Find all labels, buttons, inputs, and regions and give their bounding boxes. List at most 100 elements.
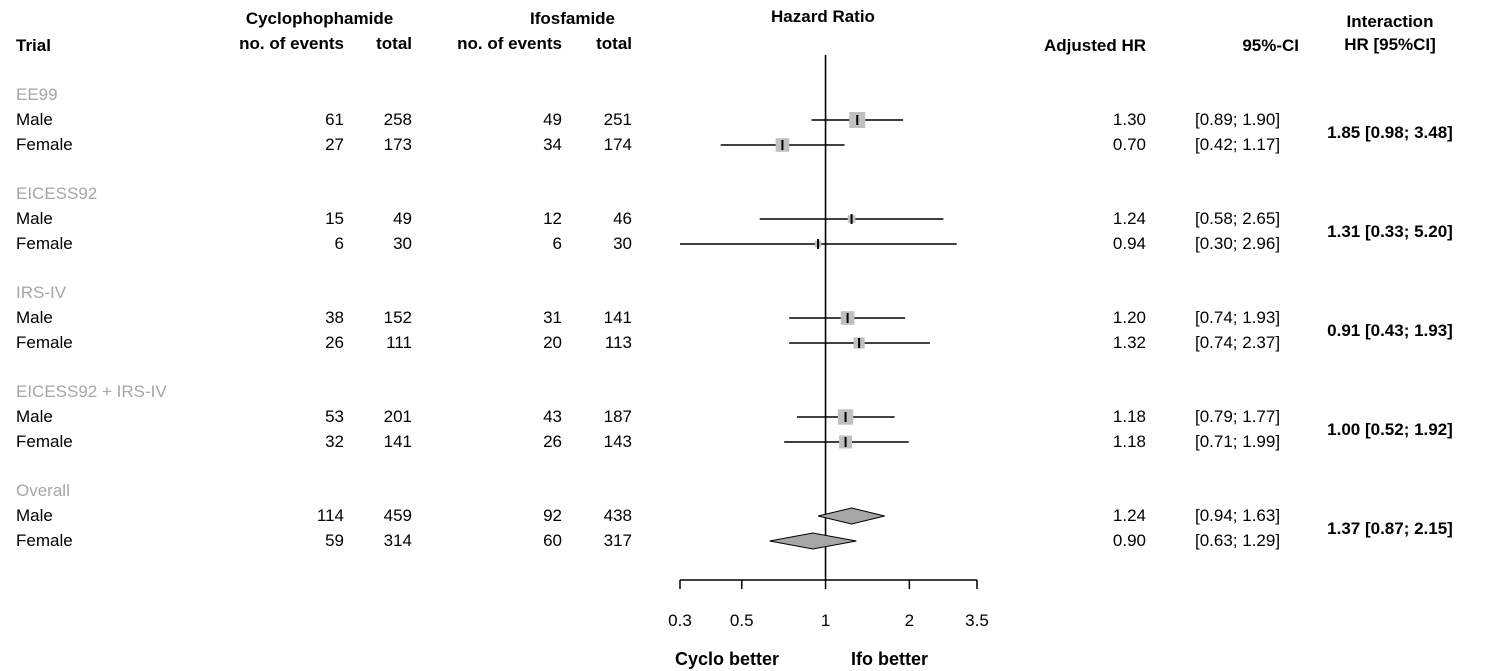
ifo-total-value: 46 [613, 209, 632, 228]
ci-value: [0.42; 1.17] [1195, 135, 1281, 154]
interaction-value: 1.00 [0.52; 1.92] [1327, 419, 1453, 439]
header-ifo-total: total [596, 34, 632, 53]
cyclo-total-value: 49 [393, 209, 412, 228]
ifo-total-value: 143 [603, 432, 632, 451]
row-label: Female [16, 333, 73, 352]
cyclo-events-value: 27 [325, 135, 344, 154]
header-ifosfamide: Ifosfamide [529, 9, 616, 28]
ifo-events-value: 43 [543, 407, 562, 426]
cyclo-events-value: 15 [325, 209, 344, 228]
row-label: Female [16, 234, 73, 253]
x-tick-label: 2 [905, 611, 914, 630]
x-tick-label: 0.5 [730, 611, 754, 630]
ifo-events-value: 92 [543, 506, 562, 525]
row-label: Male [16, 407, 53, 426]
header-trial: Trial [16, 36, 51, 55]
summary-diamond [817, 507, 885, 525]
cyclo-events-value: 53 [325, 407, 344, 426]
cyclo-events-value: 61 [325, 110, 344, 129]
group-label: IRS-IV [16, 283, 67, 302]
header-cyclophosphamide: Cyclophophamide [245, 9, 394, 28]
cyclo-total-value: 201 [383, 407, 412, 426]
footer-ifo-better: Ifo better [851, 649, 929, 669]
row-label: Female [16, 531, 73, 550]
cyclo-total-value: 258 [383, 110, 412, 129]
header-hazard-ratio: Hazard Ratio [771, 7, 875, 26]
ci-value: [0.63; 1.29] [1195, 531, 1281, 550]
group-label: EICESS92 [16, 184, 98, 203]
ifo-total-value: 141 [603, 308, 632, 327]
cyclo-events-value: 38 [325, 308, 344, 327]
row-label: Male [16, 209, 53, 228]
header-cyclo-events: no. of events [239, 34, 344, 53]
adjusted-hr-value: 1.32 [1112, 333, 1146, 352]
ifo-total-value: 251 [603, 110, 632, 129]
ifo-total-value: 30 [613, 234, 632, 253]
cyclo-events-value: 6 [334, 234, 344, 253]
ci-value: [0.74; 1.93] [1195, 308, 1281, 327]
x-tick-label: 0.3 [668, 611, 692, 630]
ifo-events-value: 49 [543, 110, 562, 129]
ci-value: [0.89; 1.90] [1195, 110, 1281, 129]
cyclo-total-value: 30 [393, 234, 412, 253]
row-label: Male [16, 506, 53, 525]
ifo-events-value: 31 [543, 308, 562, 327]
x-tick-label: 3.5 [965, 611, 989, 630]
adjusted-hr-value: 1.30 [1112, 110, 1146, 129]
ifo-events-value: 12 [543, 209, 562, 228]
interaction-value: 1.37 [0.87; 2.15] [1327, 518, 1453, 538]
ifo-events-value: 26 [543, 432, 562, 451]
ifo-total-value: 317 [603, 531, 632, 550]
ifo-total-value: 438 [603, 506, 632, 525]
header-interaction-line1: Interaction [1346, 12, 1434, 31]
header-cyclo-total: total [376, 34, 412, 53]
ci-value: [0.79; 1.77] [1195, 407, 1281, 426]
ifo-total-value: 113 [604, 333, 632, 352]
adjusted-hr-value: 0.70 [1112, 135, 1146, 154]
ci-value: [0.30; 2.96] [1195, 234, 1281, 253]
ci-value: [0.74; 2.37] [1195, 333, 1281, 352]
ifo-events-value: 20 [543, 333, 562, 352]
adjusted-hr-value: 0.94 [1112, 234, 1146, 253]
ifo-events-value: 60 [543, 531, 562, 550]
adjusted-hr-value: 1.24 [1112, 506, 1146, 525]
cyclo-events-value: 26 [325, 333, 344, 352]
cyclo-events-value: 32 [325, 432, 344, 451]
header-interaction-line2: HR [95%CI] [1344, 35, 1436, 54]
adjusted-hr-value: 1.24 [1112, 209, 1146, 228]
row-label: Male [16, 308, 53, 327]
row-label: Male [16, 110, 53, 129]
cyclo-events-value: 59 [325, 531, 344, 550]
group-label: EICESS92 + IRS-IV [16, 382, 167, 401]
ifo-events-value: 34 [543, 135, 562, 154]
cyclo-total-value: 173 [383, 135, 412, 154]
interaction-value: 1.85 [0.98; 3.48] [1327, 122, 1453, 142]
cyclo-total-value: 152 [383, 308, 412, 327]
header-ci: 95%-CI [1242, 36, 1299, 55]
row-label: Female [16, 135, 73, 154]
adjusted-hr-value: 1.18 [1112, 407, 1146, 426]
cyclo-events-value: 114 [316, 506, 344, 525]
interaction-value: 0.91 [0.43; 1.93] [1327, 320, 1453, 340]
header-adjusted-hr: Adjusted HR [1044, 36, 1146, 55]
group-label: EE99 [16, 85, 58, 104]
adjusted-hr-value: 0.90 [1112, 531, 1146, 550]
adjusted-hr-value: 1.20 [1112, 308, 1146, 327]
interaction-value: 1.31 [0.33; 5.20] [1327, 221, 1453, 241]
cyclo-total-value: 459 [383, 506, 412, 525]
cyclo-total-value: 314 [383, 531, 412, 550]
summary-diamond [769, 532, 857, 550]
ci-value: [0.58; 2.65] [1195, 209, 1281, 228]
adjusted-hr-value: 1.18 [1112, 432, 1146, 451]
cyclo-total-value: 141 [383, 432, 412, 451]
header-ifo-events: no. of events [457, 34, 562, 53]
ci-value: [0.71; 1.99] [1195, 432, 1281, 451]
group-label: Overall [16, 481, 70, 500]
cyclo-total-value: 111 [386, 333, 412, 352]
ifo-total-value: 187 [603, 407, 632, 426]
ifo-total-value: 174 [603, 135, 632, 154]
x-tick-label: 1 [821, 611, 830, 630]
footer-cyclo-better: Cyclo better [675, 649, 780, 669]
ifo-events-value: 6 [552, 234, 562, 253]
